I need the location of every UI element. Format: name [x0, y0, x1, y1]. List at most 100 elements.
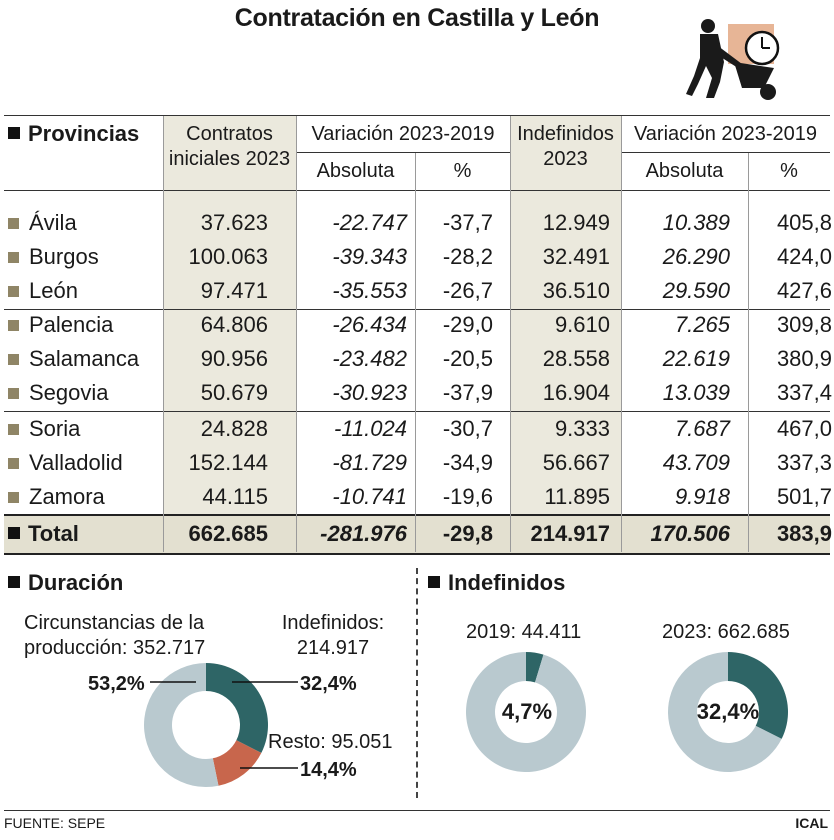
ind-pct-cell: 501,7 [776, 484, 832, 509]
var-pct-cell: -37,9 [442, 380, 493, 405]
contratos-total: 662.685 [188, 521, 268, 546]
slice-2019-indefinidos [526, 652, 544, 683]
province-bullet [8, 252, 19, 263]
table-row: Salamanca 90.956 -23.482 -20,5 28.558 22… [0, 342, 834, 376]
var-abs-cell: -81.729 [332, 450, 407, 475]
contratos-cell: 100.063 [188, 244, 268, 269]
ind-abs-cell: 26.290 [662, 244, 730, 269]
indefinidos-cell: 28.558 [542, 346, 610, 371]
province-bullet [8, 492, 19, 503]
duracion-bullet [8, 576, 20, 588]
resto-pct: 14,4% [300, 759, 357, 781]
var-pct-cell: -37,7 [442, 210, 493, 235]
section-divider [416, 568, 418, 798]
province-name: Soria [29, 416, 81, 441]
total-label: Total [28, 521, 79, 546]
province-name: Segovia [29, 380, 109, 405]
source-note: FUENTE: SEPE [4, 815, 106, 831]
var-abs-cell: -10.741 [332, 484, 407, 509]
d2023-pct: 32,4% [696, 699, 760, 724]
col-sep-1 [163, 116, 164, 552]
var-pct-cell: -34,9 [442, 450, 493, 475]
indefinidos-cell: 9.610 [554, 312, 610, 337]
var-abs-cell: -11.024 [334, 416, 407, 441]
ind-abs-cell: 7.687 [674, 416, 730, 441]
ind-pct-total: 383,9 [776, 521, 832, 546]
slice-circunstancias [143, 663, 219, 787]
indefinidos-cell: 11.895 [544, 484, 610, 509]
provinces-header: Provincias [8, 121, 139, 147]
ind-pct-cell: 337,3 [776, 450, 832, 475]
indefinidos-cell: 56.667 [542, 450, 610, 475]
ind-pct: 32,4% [300, 673, 357, 695]
table-row: Burgos 100.063 -39.343 -28,2 32.491 26.2… [0, 240, 834, 274]
table-row: Valladolid 152.144 -81.729 -34,9 56.667 … [0, 446, 834, 480]
province-name: Burgos [29, 244, 99, 269]
subheader-rule-right [621, 152, 830, 153]
province-bullet [8, 218, 19, 229]
duracion-title: Duración [8, 570, 123, 596]
group-rule-2 [4, 411, 830, 412]
ind-abs-cell: 29.590 [662, 278, 730, 303]
agency-credit: ICAL [795, 815, 828, 831]
indefinidos-total: 214.917 [530, 521, 610, 546]
var-abs-cell: -22.747 [332, 210, 407, 235]
d2023-label: 2023: 662.685 [662, 621, 790, 643]
absoluta-header-1: Absoluta [316, 160, 395, 182]
chart-title: Contratación en Castilla y León [234, 4, 600, 32]
slice-2023-indefinidos [728, 652, 789, 739]
contratos-cell: 44.115 [202, 484, 268, 509]
table-row: Palencia 64.806 -26.434 -29,0 9.610 7.26… [0, 308, 834, 342]
ind-abs-cell: 22.619 [662, 346, 730, 371]
pct-header-2: % [780, 160, 798, 182]
ind-pct-cell: 309,8 [776, 312, 832, 337]
province-bullet [8, 320, 19, 331]
col-sep-4 [510, 116, 511, 552]
col-sep-6 [748, 153, 749, 552]
var-pct-cell: -30,7 [442, 416, 493, 441]
table-row: Ávila 37.623 -22.747 -37,7 12.949 10.389… [0, 206, 834, 240]
var-pct-cell: -28,2 [442, 244, 493, 269]
var-pct-total: -29,8 [442, 521, 493, 546]
ind-label: Indefinidos: 214.917 [281, 612, 385, 659]
table-row: Zamora 44.115 -10.741 -19,6 11.895 9.918… [0, 480, 834, 514]
contratos-header: Contratos iniciales 2023 [168, 123, 291, 170]
province-bullet [8, 458, 19, 469]
contratos-cell: 90.956 [200, 346, 268, 371]
circ-label: Circunstancias de la producción: 352.717 [24, 612, 206, 659]
ind-pct-cell: 427,6 [776, 278, 832, 303]
indefinidos-bullet [428, 576, 440, 588]
group-rule-1 [4, 309, 830, 310]
province-bullet [8, 354, 19, 365]
var-abs-total: -281.976 [320, 521, 407, 546]
variacion-header-2: Variación 2023-2019 [633, 123, 818, 145]
table-row: Soria 24.828 -11.024 -30,7 9.333 7.687 4… [0, 412, 834, 446]
contratos-cell: 64.806 [200, 312, 268, 337]
var-abs-cell: -35.553 [332, 278, 407, 303]
contratos-cell: 24.828 [200, 416, 268, 441]
subheader-rule-left [296, 152, 510, 153]
contratos-cell: 50.679 [200, 380, 268, 405]
circ-pct: 53,2% [88, 673, 145, 695]
contratos-cell: 37.623 [200, 210, 268, 235]
worker-wheelbarrow-clock-icon [686, 19, 780, 100]
ind-abs-cell: 13.039 [662, 380, 730, 405]
province-name: Zamora [29, 484, 105, 509]
var-abs-cell: -39.343 [332, 244, 407, 269]
table-row: León 97.471 -35.553 -26,7 36.510 29.590 … [0, 274, 834, 308]
indefinidos-cell: 32.491 [542, 244, 610, 269]
var-pct-cell: -19,6 [442, 484, 493, 509]
table-total-row: Total 662.685 -281.976 -29,8 214.917 170… [0, 517, 834, 551]
indefinidos-cell: 12.949 [542, 210, 610, 235]
footer-rule [4, 810, 830, 811]
total-bullet [8, 527, 20, 539]
slice-resto [212, 740, 262, 786]
ind-abs-cell: 7.265 [674, 312, 730, 337]
d2019-label: 2019: 44.411 [466, 621, 582, 643]
indefinidos-cell: 16.904 [542, 380, 610, 405]
col-sep-5 [621, 116, 622, 552]
province-name: Valladolid [29, 450, 123, 475]
province-name: Palencia [29, 312, 114, 337]
var-abs-cell: -30.923 [332, 380, 407, 405]
province-name: Salamanca [29, 346, 140, 371]
